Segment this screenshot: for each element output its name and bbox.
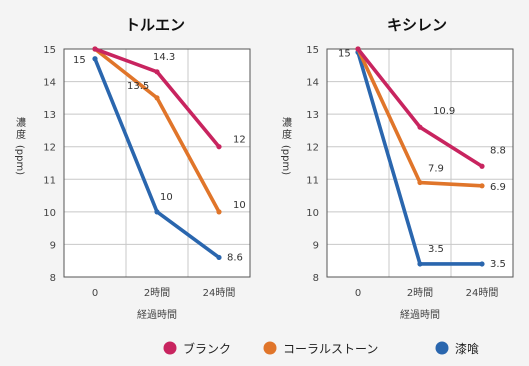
data-label: 15	[338, 48, 351, 59]
y-axis-title-char: 濃	[282, 116, 292, 129]
y-tick-label: 12	[306, 143, 319, 154]
legend-item: 漆喰	[435, 341, 479, 356]
data-point	[479, 183, 485, 189]
data-point	[216, 254, 222, 261]
y-tick-label: 11	[43, 175, 56, 186]
legend-item: ブランク	[163, 341, 231, 356]
legend: ブランク コーラルストーン 漆喰	[163, 341, 479, 356]
y-axis-unit: (ppm)	[14, 145, 25, 175]
y-tick-label: 8	[313, 273, 319, 284]
chart-title: キシレン	[387, 16, 447, 34]
data-label: 10	[160, 192, 173, 203]
x-tick-label: 2時間	[144, 287, 170, 299]
data-label: 6.9	[490, 182, 506, 193]
data-label: 10	[233, 200, 246, 211]
plot-frame	[63, 48, 251, 278]
chart-title: トルエン	[125, 16, 185, 34]
data-point	[216, 144, 222, 150]
legend-label: 漆喰	[455, 341, 479, 356]
data-label: 3.5	[428, 244, 444, 255]
plot-area	[63, 48, 251, 278]
data-point	[417, 261, 423, 267]
x-tick-label: 0	[92, 288, 98, 299]
y-tick-label: 14	[43, 78, 56, 89]
data-point	[154, 69, 160, 75]
x-tick-label: 24時間	[203, 287, 236, 299]
x-tick-label: 24時間	[466, 287, 499, 299]
data-label: 8.8	[490, 145, 506, 156]
y-tick-label: 15	[306, 45, 319, 56]
data-label: 7.9	[428, 164, 444, 175]
data-point	[92, 56, 98, 62]
data-point	[92, 46, 98, 52]
y-tick-label: 9	[50, 240, 56, 251]
data-point	[154, 209, 160, 215]
x-tick-label: 0	[355, 288, 361, 299]
y-tick-label: 8	[50, 273, 56, 284]
y-tick-label: 12	[43, 143, 56, 154]
data-point	[479, 163, 485, 169]
y-axis-title-char: 度	[282, 128, 292, 141]
legend-marker	[263, 341, 277, 355]
data-point	[216, 209, 222, 215]
data-label: 15	[73, 55, 86, 66]
data-label: 14.3	[153, 52, 175, 63]
y-tick-label: 15	[43, 45, 56, 56]
y-axis-title-char: 度	[16, 128, 26, 141]
plot-area	[326, 48, 514, 278]
legend-label: コーラルストーン	[283, 342, 378, 356]
x-axis-title: 経過時間	[400, 308, 440, 321]
data-point	[479, 261, 485, 267]
data-point	[154, 95, 160, 101]
data-label: 13.5	[127, 81, 149, 92]
y-axis-title-char: 濃	[16, 116, 26, 129]
data-label: 10.9	[433, 106, 455, 117]
x-tick-label: 2時間	[407, 287, 433, 299]
legend-item: コーラルストーン	[263, 341, 378, 356]
data-label: 12	[233, 135, 246, 146]
y-tick-label: 9	[313, 240, 319, 251]
data-point	[355, 46, 361, 52]
y-tick-label: 10	[43, 208, 56, 219]
y-tick-label: 13	[43, 110, 56, 121]
x-axis-title: 経過時間	[137, 308, 177, 321]
y-axis-unit: (ppm)	[280, 145, 291, 175]
data-point	[417, 179, 423, 186]
y-tick-label: 10	[306, 208, 319, 219]
legend-label: ブランク	[183, 341, 231, 356]
y-tick-label: 14	[306, 78, 319, 89]
legend-marker	[435, 341, 449, 355]
data-label: 8.6	[227, 252, 243, 263]
y-tick-label: 11	[306, 175, 319, 186]
data-label: 3.5	[490, 259, 506, 270]
data-point	[417, 124, 423, 130]
legend-marker	[163, 341, 177, 355]
y-tick-label: 13	[306, 110, 319, 121]
plot-frame	[326, 48, 514, 278]
